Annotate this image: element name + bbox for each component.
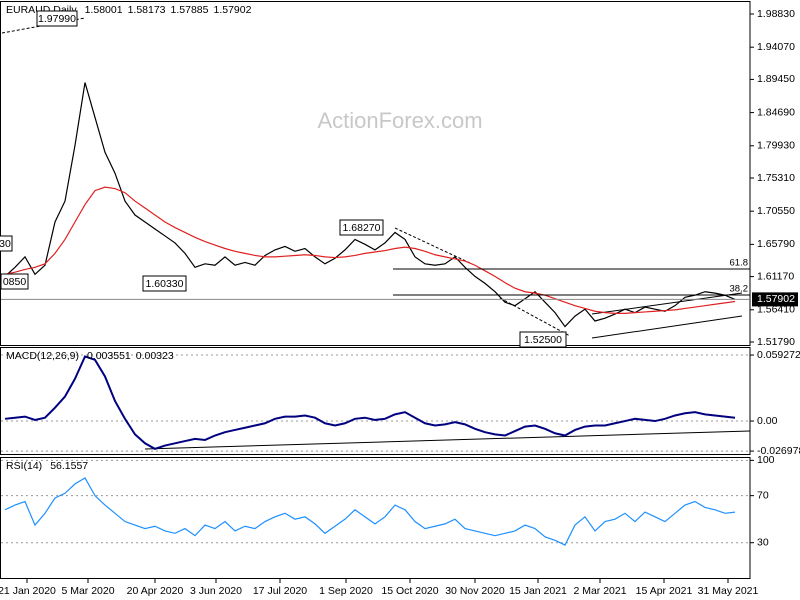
y-tick-label: 1.65790: [757, 238, 795, 250]
rsi-panel: [0, 457, 751, 579]
annotation-label: 1.60330: [146, 278, 184, 290]
y-tick-label: 1.56410: [757, 304, 795, 316]
channel-line: [591, 292, 743, 315]
y-tick-label: 1.98830: [757, 8, 795, 20]
y-tick-label: 1.51790: [757, 336, 795, 348]
annotation-label: 30: [0, 238, 11, 250]
annotation-label: 1.52500: [524, 334, 562, 346]
x-tick-label: 15 Apr 2021: [636, 585, 693, 597]
y-tick-label: 1.70550: [757, 205, 795, 217]
channel-line: [591, 315, 743, 339]
x-tick-label: 17 Jul 2020: [253, 585, 307, 597]
x-tick-label: 2 Mar 2021: [573, 585, 626, 597]
panel-title: MACD(12,26,9): [6, 350, 79, 362]
macd-panel: [0, 347, 751, 455]
panel-reading: 1.57885: [171, 4, 209, 16]
x-tick-label: 3 Jun 2020: [190, 585, 242, 597]
series-line: [4, 477, 736, 546]
x-tick-label: 30 Nov 2020: [445, 585, 505, 597]
annotation-label: 1.68270: [343, 222, 381, 234]
x-tick-label: 15 Jan 2021: [509, 585, 567, 597]
x-tick-label: 15 Oct 2020: [381, 585, 438, 597]
fib-label: 38.2: [730, 284, 749, 295]
fib-label: 61.8: [730, 258, 749, 269]
macd-trend-line: [144, 430, 751, 450]
annotation-label: 1.97990: [38, 13, 76, 25]
y-tick-label: 0.059272: [757, 349, 800, 361]
y-tick-label: 1.79930: [757, 140, 795, 152]
y-tick-label: 0.00: [757, 415, 778, 427]
panel-reading: 56.1557: [50, 460, 88, 472]
x-tick-label: 1 Sep 2020: [319, 585, 373, 597]
x-tick-label: 31 May 2021: [698, 585, 759, 597]
panel-reading: 1.58173: [128, 4, 166, 16]
trend-line: [394, 227, 471, 264]
annotation-box: [36, 10, 78, 27]
panel-title: RSI(14): [6, 460, 42, 472]
y-tick-label: 100: [757, 454, 775, 466]
y-tick-label: 1.89450: [757, 73, 795, 85]
series-line: [4, 186, 736, 314]
y-tick-label: 1.84690: [757, 106, 795, 118]
x-tick-label: 21 Jan 2020: [0, 585, 56, 597]
panel-reading: 1.57902: [214, 4, 252, 16]
x-tick-label: 20 Apr 2020: [127, 585, 184, 597]
y-tick-label: 1.94070: [757, 41, 795, 53]
last-price-box: [752, 292, 798, 307]
annotation-box: [519, 331, 567, 348]
y-tick-label: 70: [757, 489, 769, 501]
last-price-label: 1.57902: [757, 293, 795, 305]
annotation-box: [0, 273, 29, 290]
y-tick-label: 1.61170: [757, 270, 794, 282]
y-tick-label: 1.75310: [757, 172, 795, 184]
panel-reading: 0.003551: [87, 350, 131, 362]
annotation-label: 0850: [3, 276, 27, 288]
panel-reading: 1.58001: [85, 4, 123, 16]
watermark: ActionForex.com: [317, 108, 482, 133]
y-tick-label: 30: [757, 536, 769, 548]
price-panel: [0, 1, 751, 346]
panel-reading: 0.00323: [136, 350, 174, 362]
series-line: [4, 355, 736, 450]
x-tick-label: 5 Mar 2020: [61, 585, 114, 597]
annotation-box: [0, 235, 13, 252]
series-line: [4, 82, 736, 328]
annotation-box: [339, 219, 384, 236]
trend-line: [499, 297, 571, 337]
y-tick-label: -0.026978: [757, 445, 800, 457]
annotation-box: [142, 275, 187, 292]
